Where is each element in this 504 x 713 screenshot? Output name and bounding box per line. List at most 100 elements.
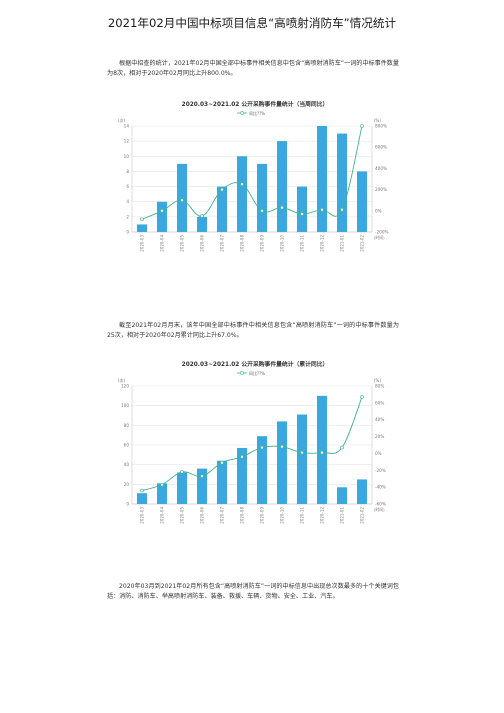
bar bbox=[257, 436, 267, 504]
x-tick-label: 2020-05 bbox=[180, 235, 185, 252]
left-tick-label: 8 bbox=[126, 169, 129, 174]
x-tick-label: 2020-08 bbox=[240, 235, 245, 252]
left-tick-label: 80 bbox=[124, 423, 130, 428]
bar bbox=[197, 216, 207, 232]
bar bbox=[217, 186, 227, 232]
x-tick-label: 2020-12 bbox=[320, 235, 325, 252]
bar bbox=[277, 141, 287, 232]
x-tick-label: 2020-09 bbox=[260, 507, 265, 524]
right-tick-label: 600% bbox=[375, 145, 387, 150]
x-tick-label: 2020-04 bbox=[160, 235, 165, 252]
left-tick-label: 0 bbox=[126, 230, 129, 235]
yoy-point bbox=[180, 198, 184, 202]
yoy-point bbox=[180, 470, 184, 474]
yoy-point bbox=[240, 182, 244, 187]
left-tick-label: 10 bbox=[124, 154, 130, 159]
right-axis-unit: (%) bbox=[374, 118, 381, 123]
yoy-point bbox=[200, 214, 204, 218]
x-tick-label: 2020-12 bbox=[320, 507, 325, 524]
x-tick-label: 2020-07 bbox=[220, 235, 225, 252]
yoy-point bbox=[160, 209, 164, 213]
legend-marker-swatch bbox=[240, 111, 244, 115]
right-tick-label: 0% bbox=[375, 208, 382, 213]
x-tick-label: 2020-03 bbox=[140, 507, 145, 524]
bar bbox=[297, 414, 307, 504]
right-axis-unit: (%) bbox=[374, 378, 381, 383]
chart-title: 2020.03~2021.02 公开采购事件量统计（当周同比） bbox=[182, 100, 329, 108]
x-tick-label: 2020-07 bbox=[220, 507, 225, 524]
legend-label: 同比??% bbox=[249, 370, 265, 376]
bar bbox=[297, 186, 307, 232]
right-tick-label: 60% bbox=[375, 400, 384, 405]
chart-monthly-yoy: 2020.03~2021.02 公开采购事件量统计（当周同比） 同比??% (次) (… bbox=[110, 98, 400, 266]
bar bbox=[317, 395, 327, 504]
right-tick-label: 40% bbox=[375, 417, 384, 422]
bar bbox=[177, 163, 187, 232]
bar bbox=[317, 126, 327, 232]
right-tick-label: -200% bbox=[375, 230, 389, 235]
x-tick-label: 2020-04 bbox=[160, 507, 165, 524]
right-tick-label: -40% bbox=[375, 485, 386, 490]
yoy-point bbox=[340, 207, 344, 212]
left-tick-label: 12 bbox=[124, 139, 130, 144]
bar bbox=[277, 421, 287, 504]
bar bbox=[217, 460, 227, 504]
right-tick-label: 200% bbox=[375, 187, 387, 192]
yoy-point bbox=[140, 217, 144, 222]
right-tick-label: 0% bbox=[375, 451, 382, 456]
yoy-point bbox=[140, 488, 144, 493]
yoy-point bbox=[240, 455, 244, 459]
yoy-point bbox=[360, 395, 364, 399]
left-tick-label: 4 bbox=[126, 199, 129, 204]
x-tick-label: 2020-10 bbox=[280, 235, 285, 252]
yoy-point bbox=[160, 482, 164, 487]
paragraph-monthly-summary: 根据中招查的统计，2021年02月中国全部中标事件相关信息中包含“高喷射消防车”… bbox=[107, 60, 399, 77]
bar bbox=[337, 133, 347, 232]
bar bbox=[337, 487, 347, 504]
yoy-point bbox=[320, 450, 324, 455]
yoy-point bbox=[280, 205, 284, 210]
bar bbox=[157, 483, 167, 504]
left-axis-unit: (次) bbox=[118, 377, 126, 383]
bar bbox=[257, 163, 267, 232]
yoy-point bbox=[340, 445, 344, 450]
bar bbox=[197, 468, 207, 504]
right-tick-label: 20% bbox=[375, 434, 384, 439]
bar bbox=[357, 479, 367, 504]
right-tick-label: -20% bbox=[375, 468, 386, 473]
x-tick-label: 2020-05 bbox=[180, 507, 185, 524]
right-tick-label: 800% bbox=[375, 124, 387, 129]
legend-label: 同比??% bbox=[249, 110, 265, 116]
x-tick-label: 2020-09 bbox=[260, 235, 265, 252]
left-tick-label: 100 bbox=[121, 403, 129, 408]
x-tick-label: 2020-06 bbox=[200, 235, 205, 252]
chart-monthly-yoy-svg: 2020.03~2021.02 公开采购事件量统计（当周同比） 同比??% (次) (… bbox=[118, 100, 389, 252]
left-tick-label: 6 bbox=[126, 184, 129, 189]
yoy-line bbox=[141, 396, 363, 491]
x-axis-unit: (时间) bbox=[374, 235, 385, 240]
bar bbox=[177, 472, 187, 504]
left-tick-label: 40 bbox=[124, 462, 130, 467]
chart-cumulative-yoy: 2020.03~2021.02 公开采购事件量统计（累计同比） 同比??% (次) (… bbox=[110, 358, 400, 538]
left-tick-label: 0 bbox=[126, 502, 129, 507]
legend-marker-swatch bbox=[240, 371, 244, 375]
yoy-point bbox=[360, 124, 364, 128]
bar bbox=[237, 447, 247, 504]
x-axis-unit: (时间) bbox=[374, 507, 385, 512]
bar bbox=[237, 156, 247, 232]
yoy-point bbox=[320, 207, 324, 212]
left-tick-label: 60 bbox=[124, 443, 130, 448]
x-tick-label: 2021-02 bbox=[360, 235, 365, 252]
yoy-point bbox=[300, 212, 304, 216]
right-tick-label: 400% bbox=[375, 166, 387, 171]
right-tick-label: -60% bbox=[375, 502, 386, 507]
left-tick-label: 120 bbox=[121, 384, 129, 389]
left-axis-unit: (次) bbox=[118, 117, 126, 123]
bar bbox=[137, 493, 147, 504]
bar bbox=[157, 201, 167, 232]
x-tick-label: 2021-01 bbox=[340, 507, 345, 524]
document-title: 2021年02月中国中标项目信息“高喷射消防车”情况统计 bbox=[107, 16, 397, 30]
yoy-point bbox=[300, 450, 304, 455]
x-tick-label: 2021-02 bbox=[360, 507, 365, 524]
yoy-point bbox=[220, 187, 224, 192]
